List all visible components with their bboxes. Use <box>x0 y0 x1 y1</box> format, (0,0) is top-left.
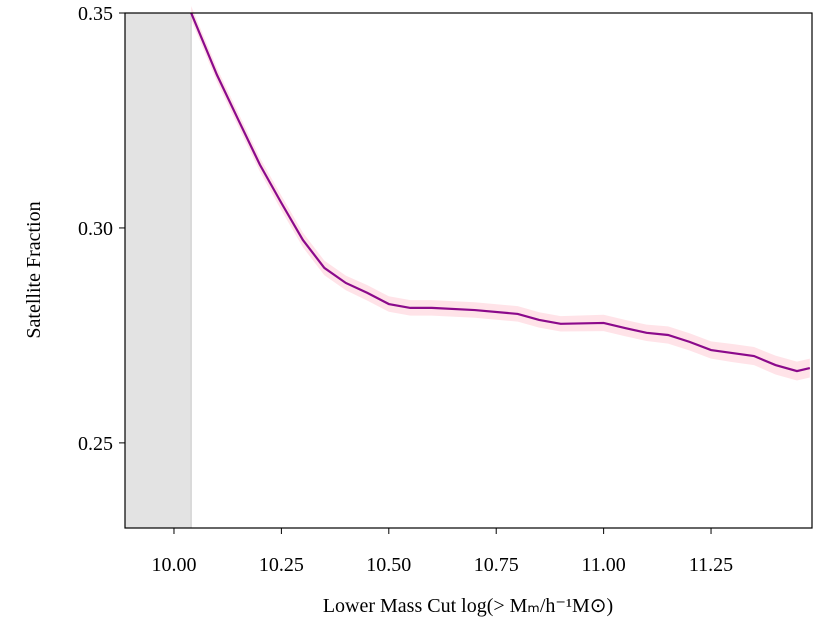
x-tick-label: 10.00 <box>151 554 196 576</box>
y-axis-label: Satellite Fraction <box>23 201 45 338</box>
plot-frame <box>124 12 813 529</box>
error-band <box>191 6 810 381</box>
x-tick-label: 10.50 <box>366 554 411 576</box>
x-tick-label: 11.00 <box>581 554 625 576</box>
line <box>190 13 811 373</box>
x-tick-label: 11.25 <box>689 554 733 576</box>
x-tick-label: 10.75 <box>474 554 519 576</box>
x-axis-label: Lower Mass Cut log(> Mₘ/h⁻¹M⊙) <box>323 595 613 617</box>
y-tick-label: 0.25 <box>78 433 113 455</box>
shaded-region <box>124 12 192 529</box>
x-tick-label: 10.25 <box>259 554 304 576</box>
y-tick-label: 0.35 <box>78 3 113 25</box>
y-tick-label: 0.30 <box>78 218 113 240</box>
